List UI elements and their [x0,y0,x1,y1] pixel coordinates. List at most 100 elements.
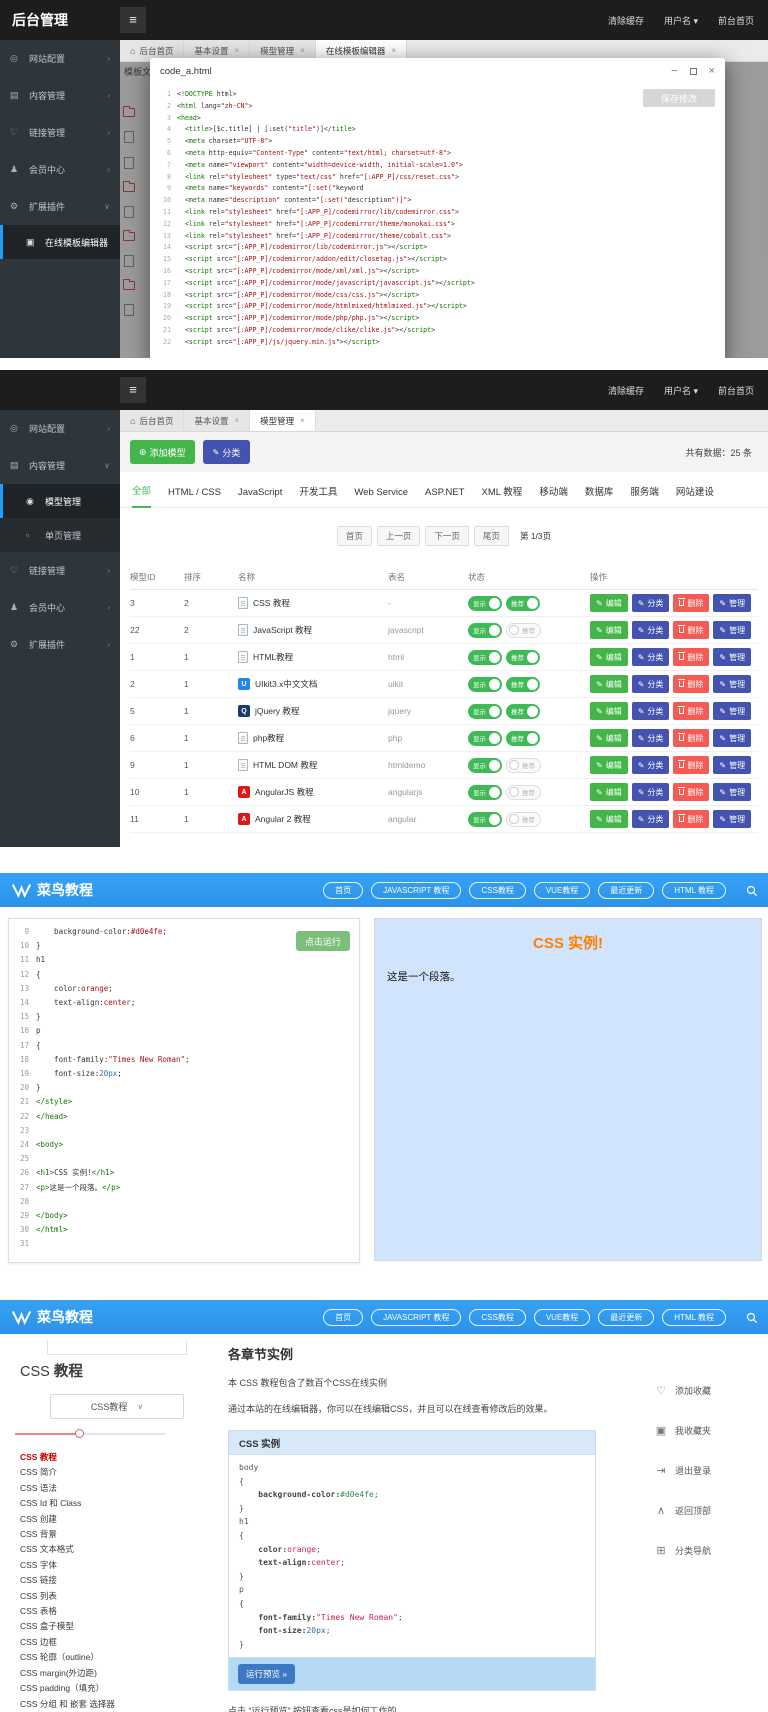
show-toggle[interactable]: 显示 [468,703,502,719]
edit-button[interactable]: ✎ 编辑 [590,621,628,639]
filter-tab[interactable]: HTML / CSS [168,487,221,498]
recommend-toggle[interactable]: 推荐 [506,622,541,638]
filter-tab[interactable]: 开发工具 [299,487,338,498]
classify-button[interactable]: ✎ 分类 [631,702,670,720]
admin-tab[interactable]: ⌂ 后台首页 [120,410,185,431]
show-toggle[interactable]: 显示 [468,649,502,665]
admin-tab[interactable]: 基本设置 × [184,40,251,61]
close-tab-icon[interactable]: × [300,46,305,55]
show-toggle[interactable]: 显示 [468,784,502,800]
admin-tab[interactable]: 基本设置 × [184,410,251,431]
sidebar-item[interactable]: ◉ 模型管理 [0,484,120,518]
file-icon[interactable] [124,206,134,218]
manage-button[interactable]: ✎ 管理 [713,810,752,828]
search-icon[interactable] [746,1311,758,1329]
edit-button[interactable]: ✎ 编辑 [590,810,628,828]
minimize-icon[interactable]: − [671,65,678,77]
show-toggle[interactable]: 显示 [468,730,502,746]
delete-button[interactable]: 删除 [673,594,710,612]
run-preview-button[interactable]: 运行预览 » [238,1664,296,1685]
chapter-link[interactable]: CSS 盒子模型 [20,1621,74,1632]
show-toggle[interactable]: 显示 [468,811,502,827]
nav-pill[interactable]: HTML 教程 [662,1308,726,1326]
folder-icon[interactable] [123,181,135,192]
chapter-link[interactable]: CSS 创建 [20,1513,57,1524]
chapter-link[interactable]: CSS 列表 [20,1590,57,1601]
edit-button[interactable]: ✎ 编辑 [590,648,628,666]
close-icon[interactable]: × [708,65,715,77]
recommend-toggle[interactable]: 推荐 [506,730,540,746]
sidebar-item[interactable]: ▣ 在线模板编辑器 [0,225,120,259]
pagination-button[interactable]: 上一页 [376,526,421,546]
file-icon[interactable] [124,157,134,169]
chapter-link[interactable]: CSS 教程 [20,1452,57,1462]
nav-pill[interactable]: 首页 [323,1308,364,1326]
filter-tab[interactable]: 全部 [132,483,152,508]
utility-link[interactable]: ⊞ 分类导航 [655,1544,711,1557]
recommend-toggle[interactable]: 推荐 [506,757,541,773]
nav-pill[interactable]: 最近更新 [598,1308,655,1326]
admin-tab[interactable]: 模型管理 × [250,40,316,61]
manage-button[interactable]: ✎ 管理 [713,675,752,693]
delete-button[interactable]: 删除 [673,675,710,693]
filter-tab[interactable]: 服务端 [630,487,659,498]
delete-button[interactable]: 删除 [673,729,710,747]
admin-tab[interactable]: 在线模板编辑器 × [315,40,408,61]
topbar-link[interactable]: 清除缓存 [607,385,644,396]
manage-button[interactable]: ✎ 管理 [713,729,752,747]
sidebar-item[interactable]: ♟ 会员中心 › [0,589,120,626]
edit-button[interactable]: ✎ 编辑 [590,783,628,801]
topbar-link[interactable]: 清除缓存 [607,15,644,26]
menu-toggle-icon[interactable]: ≡ [120,7,146,33]
code-editor[interactable]: 9 background-color:#d0e4fe; 10} 11 h1 12{13 … [13,925,357,1260]
sidebar-search-box[interactable] [47,1340,187,1355]
filter-tab[interactable]: 网站建设 [675,487,714,498]
close-tab-icon[interactable]: × [391,46,397,55]
chapter-link[interactable]: CSS margin(外边距) [20,1667,97,1678]
delete-button[interactable]: 删除 [673,648,710,666]
classify-button[interactable]: ✎ 分类 [631,594,670,612]
slider-knob[interactable] [75,1429,84,1438]
delete-button[interactable]: 删除 [673,756,710,774]
utility-link[interactable]: ∧ 返回顶部 [655,1504,711,1517]
folder-icon[interactable] [123,106,135,117]
edit-button[interactable]: ✎ 编辑 [590,756,628,774]
pagination-button[interactable]: 尾页 [473,526,509,546]
file-icon[interactable] [124,255,134,267]
chapter-link[interactable]: CSS 链接 [20,1575,57,1586]
delete-button[interactable]: 删除 [673,810,710,828]
sidebar-item[interactable]: ◎ 网站配置 › [0,40,120,77]
classify-button[interactable]: ✎ 分类 [631,648,670,666]
edit-button[interactable]: ✎ 编辑 [590,675,628,693]
sidebar-item[interactable]: ♡ 链接管理 › [0,114,120,151]
pagination-button[interactable]: 下一页 [425,526,469,546]
delete-button[interactable]: 删除 [673,702,710,720]
chapter-link[interactable]: CSS 字体 [20,1559,57,1570]
close-tab-icon[interactable]: × [234,46,240,55]
site-brand[interactable]: 菜鸟教程 [12,1307,93,1327]
menu-toggle-icon[interactable]: ≡ [120,377,146,403]
recommend-toggle[interactable]: 推荐 [506,784,541,800]
classify-button[interactable]: ✎ 分类 [631,756,670,774]
save-button[interactable]: 保存修改 [643,89,715,107]
topbar-link[interactable]: 前台首页 [717,15,754,26]
sidebar-item[interactable]: ⚙ 扩展插件 ∨ [0,188,120,225]
show-toggle[interactable]: 显示 [468,676,502,692]
utility-link[interactable]: ▣ 我收藏夹 [655,1424,711,1437]
classify-button[interactable]: ✎ 分类 [631,810,670,828]
nav-pill[interactable]: 首页 [323,881,364,899]
edit-button[interactable]: ✎ 编辑 [590,729,628,747]
nav-pill[interactable]: JAVASCRIPT 教程 [371,881,462,899]
nav-pill[interactable]: VUE教程 [533,1308,591,1326]
manage-button[interactable]: ✎ 管理 [713,702,752,720]
manage-button[interactable]: ✎ 管理 [713,621,752,639]
topbar-link[interactable]: 用户名 ▾ [663,385,698,396]
folder-icon[interactable] [123,230,135,241]
chapter-link[interactable]: CSS padding（填充） [20,1683,105,1694]
show-toggle[interactable]: 显示 [468,757,502,773]
nav-pill[interactable]: JAVASCRIPT 教程 [371,1308,462,1326]
sidebar-item[interactable]: ◎ 网站配置 › [0,410,120,447]
classify-button[interactable]: ✎ 分类 [631,675,670,693]
maximize-icon[interactable] [689,67,697,75]
chapter-link[interactable]: CSS 分组 和 嵌套 选择器 [20,1698,115,1709]
